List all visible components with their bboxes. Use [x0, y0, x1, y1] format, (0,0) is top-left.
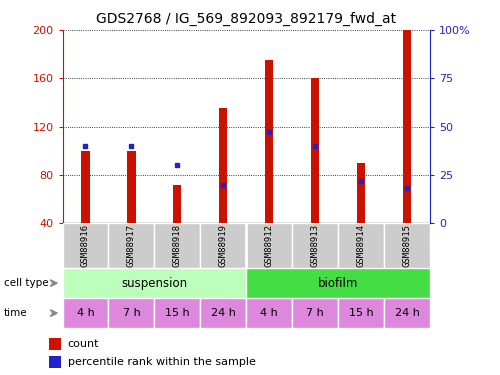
Bar: [246, 268, 430, 298]
Bar: [246, 223, 292, 268]
Text: GSM88915: GSM88915: [402, 224, 411, 267]
Bar: [338, 223, 384, 268]
Text: count: count: [68, 339, 99, 349]
Text: GSM88918: GSM88918: [173, 224, 182, 267]
Text: 7 h: 7 h: [122, 308, 140, 318]
Bar: [62, 223, 108, 268]
Bar: [108, 223, 154, 268]
Bar: [384, 223, 430, 268]
Bar: [108, 298, 154, 328]
Bar: [154, 298, 200, 328]
Text: 4 h: 4 h: [260, 308, 278, 318]
Bar: [384, 298, 430, 328]
Text: 15 h: 15 h: [349, 308, 374, 318]
Text: 4 h: 4 h: [76, 308, 94, 318]
Text: GSM88917: GSM88917: [127, 224, 136, 267]
Text: 24 h: 24 h: [211, 308, 236, 318]
Text: 24 h: 24 h: [394, 308, 419, 318]
Text: 15 h: 15 h: [165, 308, 190, 318]
Bar: [265, 60, 274, 223]
Bar: [62, 298, 108, 328]
Text: GSM88914: GSM88914: [356, 224, 366, 267]
Text: GSM88912: GSM88912: [264, 224, 274, 267]
Text: cell type: cell type: [4, 278, 48, 288]
Bar: [48, 338, 61, 350]
Text: biofilm: biofilm: [318, 277, 358, 290]
Bar: [62, 268, 246, 298]
Bar: [338, 298, 384, 328]
Bar: [173, 184, 182, 223]
Bar: [357, 163, 365, 223]
Bar: [219, 108, 228, 223]
Bar: [128, 151, 136, 223]
Text: suspension: suspension: [122, 277, 188, 290]
Text: GSM88919: GSM88919: [219, 224, 228, 267]
Bar: [48, 356, 61, 368]
Text: GSM88916: GSM88916: [81, 224, 90, 267]
Bar: [82, 151, 90, 223]
Bar: [311, 78, 320, 223]
Bar: [200, 223, 246, 268]
Text: percentile rank within the sample: percentile rank within the sample: [68, 357, 256, 367]
Text: time: time: [4, 308, 28, 318]
Bar: [154, 223, 200, 268]
Title: GDS2768 / IG_569_892093_892179_fwd_at: GDS2768 / IG_569_892093_892179_fwd_at: [96, 12, 396, 26]
Bar: [246, 298, 292, 328]
Text: GSM88913: GSM88913: [310, 224, 320, 267]
Text: 7 h: 7 h: [306, 308, 324, 318]
Bar: [292, 223, 338, 268]
Bar: [403, 30, 411, 223]
Bar: [200, 298, 246, 328]
Bar: [292, 298, 338, 328]
